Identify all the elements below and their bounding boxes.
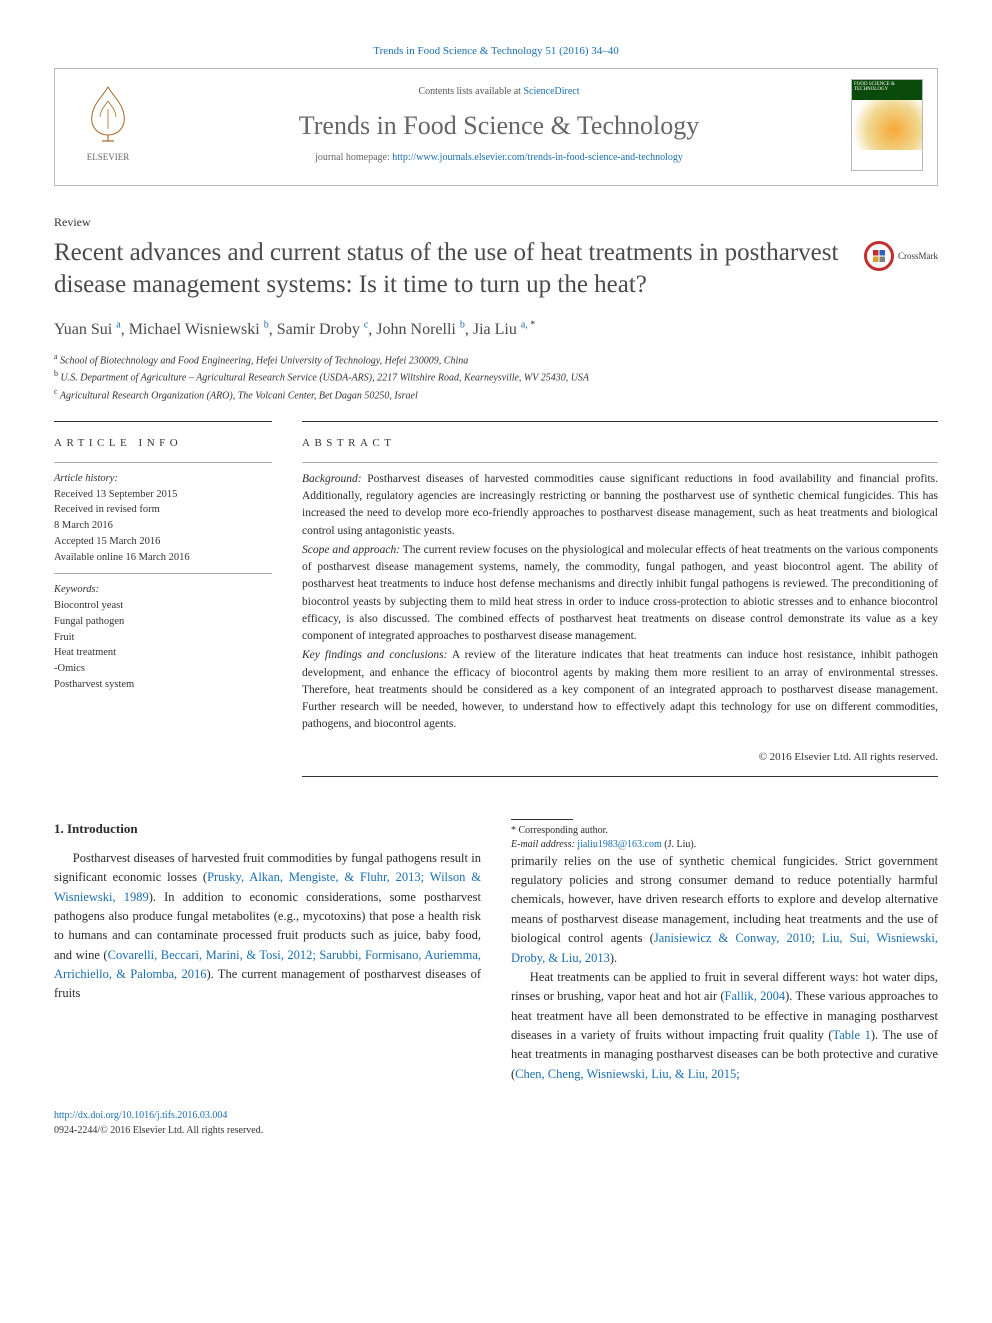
- contents-available: Contents lists available at ScienceDirec…: [155, 85, 843, 100]
- page-footer: http://dx.doi.org/10.1016/j.tifs.2016.03…: [54, 1108, 938, 1138]
- sciencedirect-link[interactable]: ScienceDirect: [523, 86, 579, 97]
- abstract-column: ABSTRACT Background: Postharvest disease…: [302, 422, 938, 777]
- abstract-copyright: © 2016 Elsevier Ltd. All rights reserved…: [302, 750, 938, 766]
- authors: Yuan Sui a, Michael Wisniewski b, Samir …: [54, 318, 938, 341]
- footnote-block: * Corresponding author. E-mail address: …: [511, 819, 938, 852]
- keywords-block: Keywords: Biocontrol yeast Fungal pathog…: [54, 582, 272, 692]
- citation-link[interactable]: Chen, Cheng, Wisniewski, Liu, & Liu, 201…: [515, 1067, 740, 1081]
- journal-header: ELSEVIER Contents lists available at Sci…: [54, 68, 938, 186]
- affiliation-b: U.S. Department of Agriculture – Agricul…: [61, 373, 590, 384]
- citation-link[interactable]: Fallik, 2004: [725, 989, 786, 1003]
- homepage-link[interactable]: http://www.journals.elsevier.com/trends-…: [392, 152, 683, 163]
- crossmark-icon: [871, 248, 887, 264]
- article-info-column: ARTICLE INFO Article history: Received 1…: [54, 422, 272, 777]
- elsevier-tree-icon: [84, 85, 132, 143]
- affiliation-c: Agricultural Research Organization (ARO)…: [60, 390, 418, 401]
- publisher-logo-block: ELSEVIER: [69, 85, 147, 164]
- corresponding-email: E-mail address: jialiu1983@163.com (J. L…: [511, 838, 938, 852]
- crossmark-badge[interactable]: CrossMark: [864, 241, 938, 271]
- body-paragraph: Postharvest diseases of harvested fruit …: [54, 849, 481, 1004]
- journal-homepage: journal homepage: http://www.journals.el…: [155, 151, 843, 166]
- table-ref-link[interactable]: Table 1: [833, 1028, 871, 1042]
- article-info-heading: ARTICLE INFO: [54, 436, 272, 452]
- journal-cover-thumbnail: FOOD SCIENCE & TECHNOLOGY: [851, 79, 923, 171]
- journal-reference: Trends in Food Science & Technology 51 (…: [54, 44, 938, 60]
- article-type-label: Review: [54, 214, 938, 231]
- email-link[interactable]: jialiu1983@163.com: [577, 839, 661, 850]
- section-heading-1: 1. Introduction: [54, 819, 481, 839]
- affiliations: a School of Biotechnology and Food Engin…: [54, 351, 938, 403]
- article-title: Recent advances and current status of th…: [54, 237, 850, 300]
- affiliation-a: School of Biotechnology and Food Enginee…: [60, 355, 468, 366]
- issn-copyright: 0924-2244/© 2016 Elsevier Ltd. All right…: [54, 1125, 263, 1136]
- publisher-name: ELSEVIER: [69, 151, 147, 164]
- body-paragraph: Heat treatments can be applied to fruit …: [511, 968, 938, 1084]
- abstract-text: Background: Postharvest diseases of harv…: [302, 471, 938, 734]
- body-paragraph: primarily relies on the use of synthetic…: [511, 852, 938, 968]
- doi-link[interactable]: http://dx.doi.org/10.1016/j.tifs.2016.03…: [54, 1110, 227, 1121]
- abstract-heading: ABSTRACT: [302, 436, 938, 452]
- article-history: Article history: Received 13 September 2…: [54, 471, 272, 566]
- journal-name: Trends in Food Science & Technology: [155, 107, 843, 145]
- crossmark-label: CrossMark: [898, 250, 938, 263]
- body-text: 1. Introduction Postharvest diseases of …: [54, 819, 938, 1085]
- corresponding-author-note: * Corresponding author.: [511, 824, 938, 838]
